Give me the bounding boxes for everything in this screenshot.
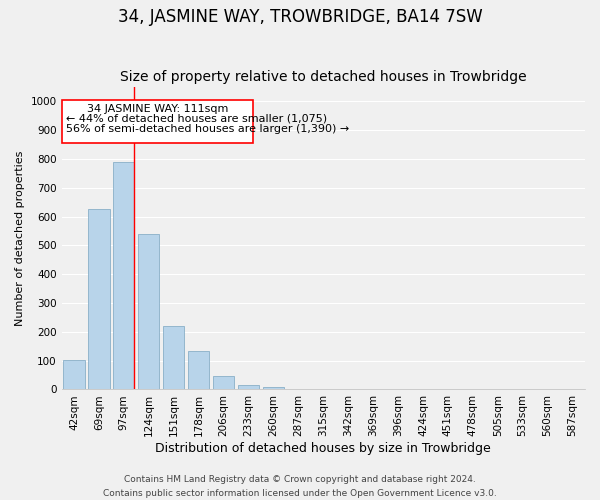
Bar [188,350,209,390]
Text: Contains HM Land Registry data © Crown copyright and database right 2024.
Contai: Contains HM Land Registry data © Crown c… [103,476,497,498]
Bar [263,386,284,390]
Text: 56% of semi-detached houses are larger (1,390) →: 56% of semi-detached houses are larger (… [66,124,349,134]
Bar [64,360,85,390]
Bar [163,326,184,390]
Text: 34, JASMINE WAY, TROWBRIDGE, BA14 7SW: 34, JASMINE WAY, TROWBRIDGE, BA14 7SW [118,8,482,26]
Title: Size of property relative to detached houses in Trowbridge: Size of property relative to detached ho… [120,70,527,85]
Bar [88,210,110,390]
Text: ← 44% of detached houses are smaller (1,075): ← 44% of detached houses are smaller (1,… [66,114,327,124]
Bar [213,376,234,390]
Bar [138,234,160,390]
Y-axis label: Number of detached properties: Number of detached properties [15,150,25,326]
X-axis label: Distribution of detached houses by size in Trowbridge: Distribution of detached houses by size … [155,442,491,455]
Bar [62,100,253,143]
Bar [113,162,134,390]
Text: 34 JASMINE WAY: 111sqm: 34 JASMINE WAY: 111sqm [87,104,229,114]
Bar [238,385,259,390]
